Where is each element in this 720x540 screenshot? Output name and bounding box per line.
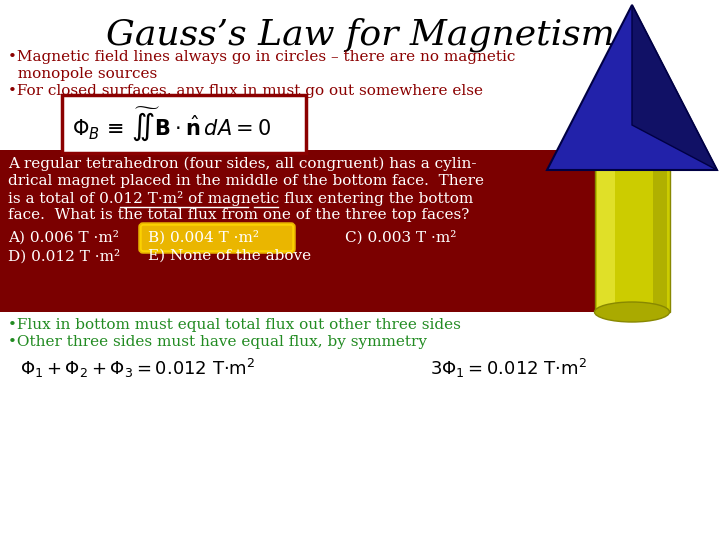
- Text: face.  What is the total flux from one of the three top faces?: face. What is the total flux from one of…: [8, 208, 469, 222]
- FancyBboxPatch shape: [595, 105, 670, 312]
- Text: •Other three sides must have equal flux, by symmetry: •Other three sides must have equal flux,…: [8, 335, 427, 349]
- FancyBboxPatch shape: [597, 107, 615, 310]
- Text: E) None of the above: E) None of the above: [148, 249, 311, 263]
- Text: •For closed surfaces, any flux in must go out somewhere else: •For closed surfaces, any flux in must g…: [8, 84, 483, 98]
- FancyBboxPatch shape: [0, 150, 597, 312]
- Text: C) 0.003 T ·m²: C) 0.003 T ·m²: [345, 230, 456, 244]
- Text: •Magnetic field lines always go in circles – there are no magnetic: •Magnetic field lines always go in circl…: [8, 50, 516, 64]
- Ellipse shape: [595, 302, 670, 322]
- Text: $3\Phi_1 = 0.012\ \mathrm{T{\cdot}m^2}$: $3\Phi_1 = 0.012\ \mathrm{T{\cdot}m^2}$: [430, 357, 587, 380]
- Text: monopole sources: monopole sources: [8, 67, 157, 81]
- Text: B) 0.004 T ·m²: B) 0.004 T ·m²: [148, 230, 259, 244]
- Polygon shape: [547, 5, 717, 170]
- Polygon shape: [632, 5, 717, 170]
- Text: $\Phi_B\,\equiv\,\widetilde{\iint}\mathbf{B}\cdot\hat{\mathbf{n}}\,dA = 0$: $\Phi_B\,\equiv\,\widetilde{\iint}\mathb…: [72, 105, 271, 143]
- FancyBboxPatch shape: [653, 107, 667, 310]
- FancyBboxPatch shape: [140, 224, 294, 252]
- Ellipse shape: [595, 95, 670, 115]
- Text: Gauss’s Law for Magnetism: Gauss’s Law for Magnetism: [106, 18, 614, 52]
- Text: $\Phi_1 + \Phi_2 + \Phi_3 = 0.012\ \mathrm{T{\cdot}m^2}$: $\Phi_1 + \Phi_2 + \Phi_3 = 0.012\ \math…: [20, 357, 256, 380]
- Text: •Flux in bottom must equal total flux out other three sides: •Flux in bottom must equal total flux ou…: [8, 318, 461, 332]
- Text: D) 0.012 T ·m²: D) 0.012 T ·m²: [8, 249, 120, 263]
- Text: A regular tetrahedron (four sides, all congruent) has a cylin-: A regular tetrahedron (four sides, all c…: [8, 157, 477, 171]
- Text: drical magnet placed in the middle of the bottom face.  There: drical magnet placed in the middle of th…: [8, 174, 484, 188]
- FancyBboxPatch shape: [62, 95, 306, 153]
- Text: is a total of 0.012 T·m² of magnetic flux entering the bottom: is a total of 0.012 T·m² of magnetic flu…: [8, 191, 473, 206]
- Text: A) 0.006 T ·m²: A) 0.006 T ·m²: [8, 230, 119, 244]
